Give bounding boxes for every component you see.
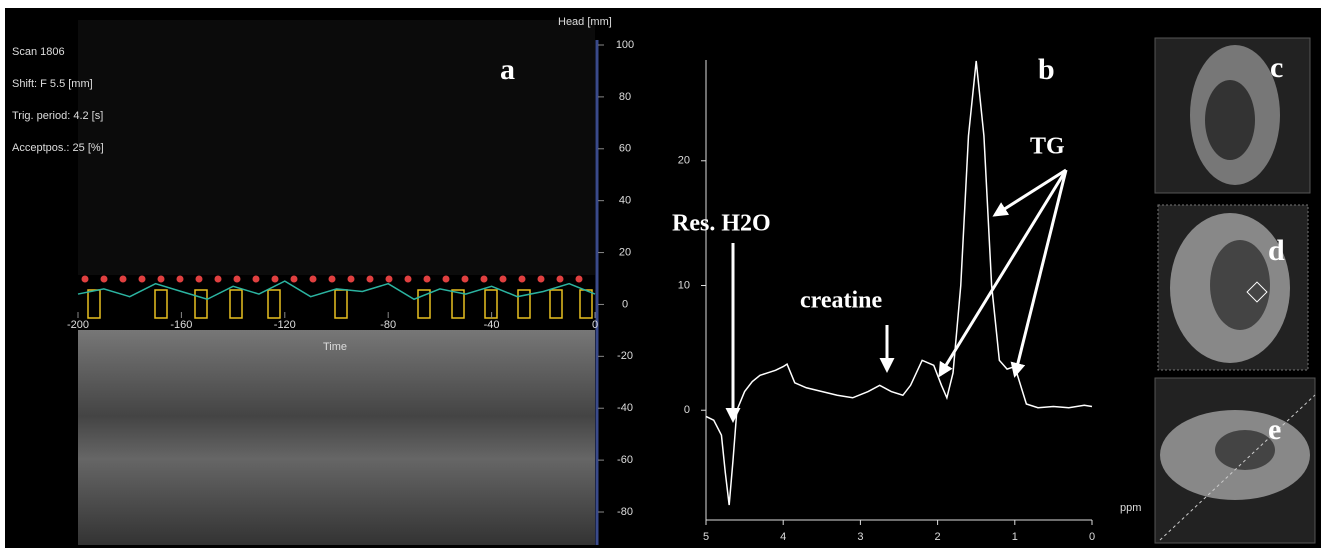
trigger-marker [537,275,545,283]
trigger-marker [214,275,222,283]
arrow-tg-3 [1010,169,1068,378]
trigger-marker [176,275,184,283]
acceptance-window [451,289,465,319]
x-tick-label: 0 [592,319,598,331]
trigger-marker [328,275,336,283]
trigger-marker [309,275,317,283]
y-tick-label: -40 [617,402,633,414]
acceptance-window [417,289,431,319]
y-tick-label: 0 [622,298,628,310]
navigator-upper [78,20,595,275]
image-panels [1154,37,1316,544]
navigator-image [78,330,595,545]
trigger-marker [556,275,564,283]
arrows [725,168,1068,423]
trigger-marker [404,275,412,283]
trigger-marker [81,275,89,283]
scan-info: Scan 1806 [12,46,65,58]
y-tick-label: 40 [619,195,631,207]
trigger-marker [195,275,203,283]
x-axis-title: Time [323,341,347,353]
trigger-marker [157,275,165,283]
image-e-slice [1159,394,1316,541]
x-tick-label: -200 [67,319,89,331]
x-tick-label: 1 [1012,531,1018,543]
acceptance-window [549,289,563,319]
y-tick-label: -20 [617,350,633,362]
trigger-marker [461,275,469,283]
acceptance-window [517,289,531,319]
y-tick-label: -80 [617,506,633,518]
image-d-organ [1210,240,1270,330]
x-tick-label: -80 [380,319,396,331]
y-tick-label: 100 [616,39,634,51]
y-axis-title: Head [mm] [558,16,612,28]
y-tick-label: 80 [619,91,631,103]
panel-label: b [1038,53,1055,86]
trigger-marker [366,275,374,283]
x-tick-label: 0 [1089,531,1095,543]
image-d-voxel [1246,281,1268,303]
x-tick-label: -160 [170,319,192,331]
acceptance-window [229,289,243,319]
trigger-marker [119,275,127,283]
trigger-marker [423,275,431,283]
acceptance-window [267,289,281,319]
y-tick-label: -60 [617,454,633,466]
arrow-tg-2 [938,169,1068,378]
y-tick-label: 60 [619,143,631,155]
spectrum [705,60,1093,506]
annotation: Res. H2O [672,211,771,237]
acceptance-window [194,289,208,319]
y-tick-label: 0 [684,404,690,416]
acceptance-window [87,289,101,319]
x-tick-label: 5 [703,531,709,543]
trigger-marker [480,275,488,283]
trigger-marker [233,275,241,283]
x-tick-label: -120 [274,319,296,331]
scan-info: Trig. period: 4.2 [s] [12,110,103,122]
image-e-organ [1215,430,1275,470]
acceptance-window [484,289,498,319]
trigger-marker [575,275,583,283]
panel-label: a [500,53,515,86]
x-axis-title: ppm [1120,502,1141,514]
image-c-organ [1205,80,1255,160]
y-tick-label: 10 [678,279,690,291]
annotation: TG [1030,134,1065,160]
scan-info: Shift: F 5.5 [mm] [12,78,93,90]
trigger-marker [347,275,355,283]
trigger-marker [499,275,507,283]
scan-info: Acceptpos.: 25 [%] [12,142,104,154]
x-tick-label: 2 [935,531,941,543]
trigger-marker [442,275,450,283]
annotation: creatine [800,288,883,314]
x-tick-label: 4 [780,531,786,543]
trigger-marker [518,275,526,283]
trigger-marker [100,275,108,283]
trigger-marker [290,275,298,283]
navigator-trace [77,280,596,301]
trigger-marker [138,275,146,283]
x-tick-label: 3 [857,531,863,543]
trigger-marker [252,275,260,283]
trigger-marker [271,275,279,283]
y-tick-label: 20 [678,155,690,167]
image-label: e [1268,413,1281,446]
image-label: d [1268,234,1285,267]
y-tick-label: 20 [619,246,631,258]
image-label: c [1270,51,1283,84]
x-tick-label: -40 [484,319,500,331]
acceptance-window [154,289,168,319]
arrow-tg-1 [992,168,1067,217]
trigger-marker [385,275,393,283]
